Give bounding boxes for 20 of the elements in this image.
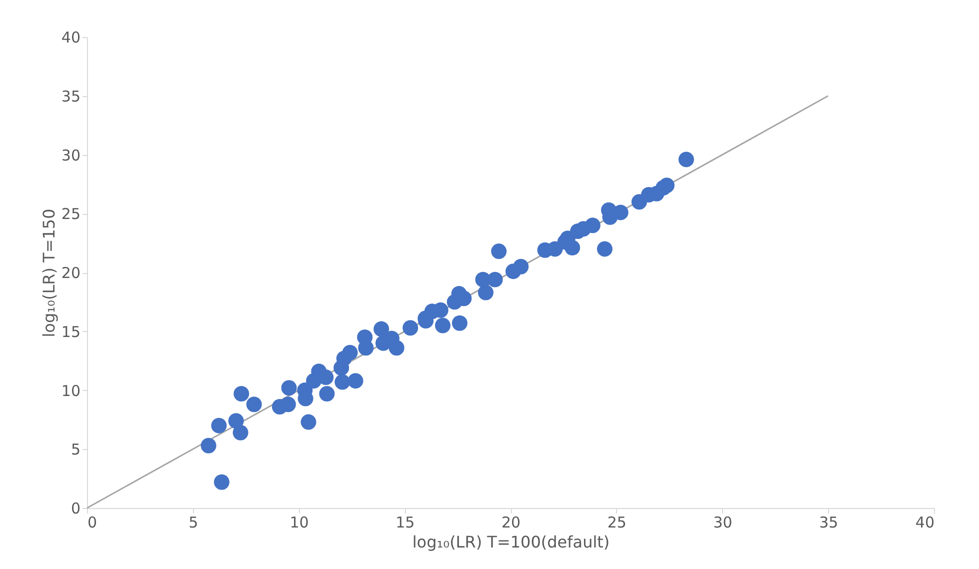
- x-tick-label: 30: [713, 514, 732, 532]
- y-tick-label: 40: [61, 28, 80, 46]
- y-tick-label: 30: [61, 146, 80, 164]
- x-axis-title: log₁₀(LR) T=100(default): [412, 532, 610, 552]
- y-tick-label: 25: [61, 205, 80, 224]
- y-axis-title: log₁₀(LR) T=150: [39, 208, 58, 338]
- y-tick-label: 20: [61, 264, 80, 282]
- x-tick-label: 40: [915, 514, 934, 532]
- y-tick-label: 0: [70, 500, 80, 518]
- y-tick-label: 5: [70, 440, 80, 459]
- y-tick-label: 15: [61, 322, 80, 341]
- y-tick-label: 10: [61, 382, 80, 400]
- x-tick-label: 10: [290, 514, 309, 532]
- x-tick-label: 25: [607, 514, 626, 532]
- y-tick-label: 35: [61, 87, 80, 106]
- x-tick-label: 0: [88, 514, 98, 532]
- x-tick-label: 35: [819, 514, 838, 532]
- x-tick-label: 5: [188, 514, 198, 532]
- x-tick-label: 20: [501, 514, 521, 532]
- x-tick-label: 15: [396, 514, 415, 532]
